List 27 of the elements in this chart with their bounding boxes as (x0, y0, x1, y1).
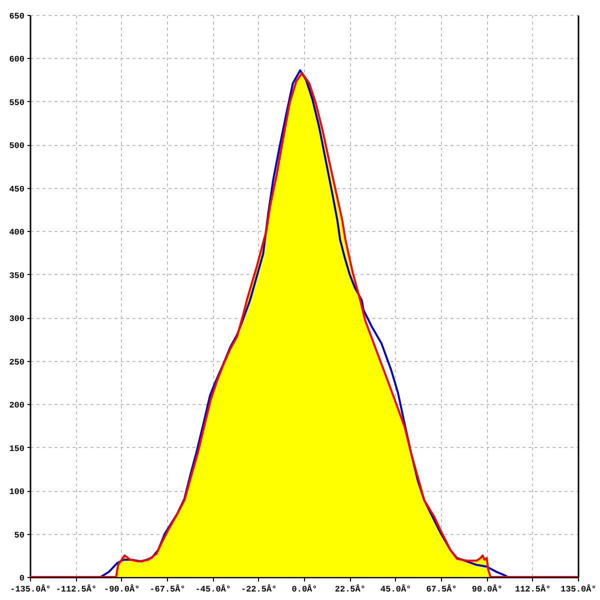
y-tick-label: 350 (9, 270, 24, 281)
x-tick-label: -22.5Â° (240, 584, 277, 594)
x-tick-label: -90.0Â° (104, 584, 140, 594)
y-tick-label: 500 (9, 141, 24, 152)
y-tick-label: 50 (14, 530, 24, 540)
y-tick-label: 600 (9, 54, 24, 65)
x-tick-label: -112.5Â° (56, 584, 97, 594)
x-tick-label: -135.0Â° (10, 584, 51, 594)
x-tick-label: 45.0Â° (380, 584, 412, 594)
y-tick-label: 400 (9, 228, 24, 238)
x-tick-label: -45.0Â° (195, 584, 232, 594)
x-tick-label: 135.0Â° (560, 584, 596, 594)
x-tick-label: -67.5Â° (150, 584, 186, 594)
x-tick-label: 0.0Â° (292, 584, 318, 594)
y-tick-label: 250 (9, 357, 24, 368)
y-tick-label: 550 (9, 98, 24, 108)
x-tick-label: 67.5Â° (426, 584, 457, 594)
y-tick-label: 100 (9, 487, 24, 498)
y-tick-label: 650 (9, 12, 24, 22)
x-tick-label: 90.0Â° (472, 584, 502, 594)
y-tick-label: 200 (9, 400, 24, 411)
y-tick-label: 450 (9, 184, 24, 194)
y-tick-label: 300 (9, 314, 24, 324)
x-tick-label: 22.5Â° (334, 584, 366, 594)
y-tick-label: 150 (9, 444, 24, 454)
x-tick-label: 112.5Â° (514, 584, 551, 594)
y-tick-label: 0 (19, 574, 24, 584)
